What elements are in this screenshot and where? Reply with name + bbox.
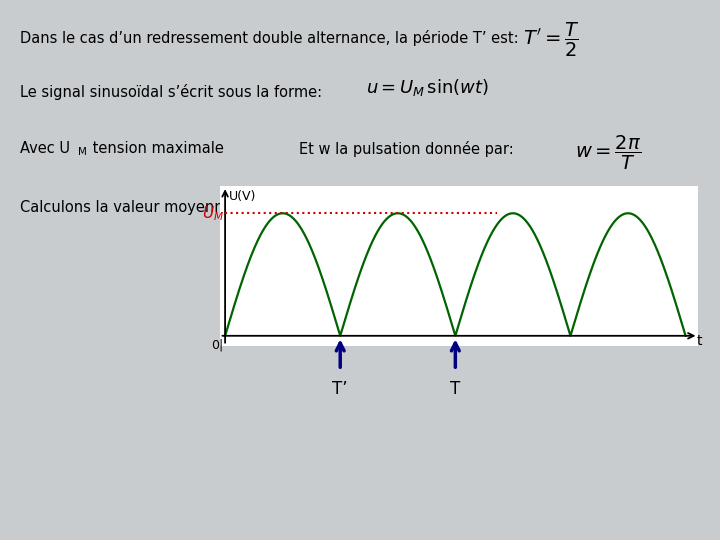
Text: $\bar{u}$: $\bar{u}$ xyxy=(299,197,310,215)
Text: Et w la pulsation donnée par:: Et w la pulsation donnée par: xyxy=(299,141,513,158)
Text: 0|: 0| xyxy=(211,339,223,352)
Text: $T' = \dfrac{T}{2}$: $T' = \dfrac{T}{2}$ xyxy=(523,21,580,59)
Text: Avec U: Avec U xyxy=(20,141,70,157)
Text: t: t xyxy=(696,334,702,348)
Text: $u = U_M\,\sin(wt)$: $u = U_M\,\sin(wt)$ xyxy=(366,77,489,98)
Text: M: M xyxy=(78,147,87,157)
Text: T: T xyxy=(450,380,461,398)
Text: U(V): U(V) xyxy=(229,190,256,203)
Text: $w = \dfrac{2\pi}{T}$: $w = \dfrac{2\pi}{T}$ xyxy=(575,134,641,172)
Text: Le signal sinusoïdal s’écrit sous la forme:: Le signal sinusoïdal s’écrit sous la for… xyxy=(20,84,323,100)
Text: T’: T’ xyxy=(333,380,348,398)
Text: Dans le cas d’un redressement double alternance, la période T’ est:: Dans le cas d’un redressement double alt… xyxy=(20,30,519,46)
Text: tension maximale: tension maximale xyxy=(88,141,224,157)
Text: Calculons la valeur moyenne: Calculons la valeur moyenne xyxy=(20,200,233,215)
Text: $U_M$: $U_M$ xyxy=(202,204,225,222)
